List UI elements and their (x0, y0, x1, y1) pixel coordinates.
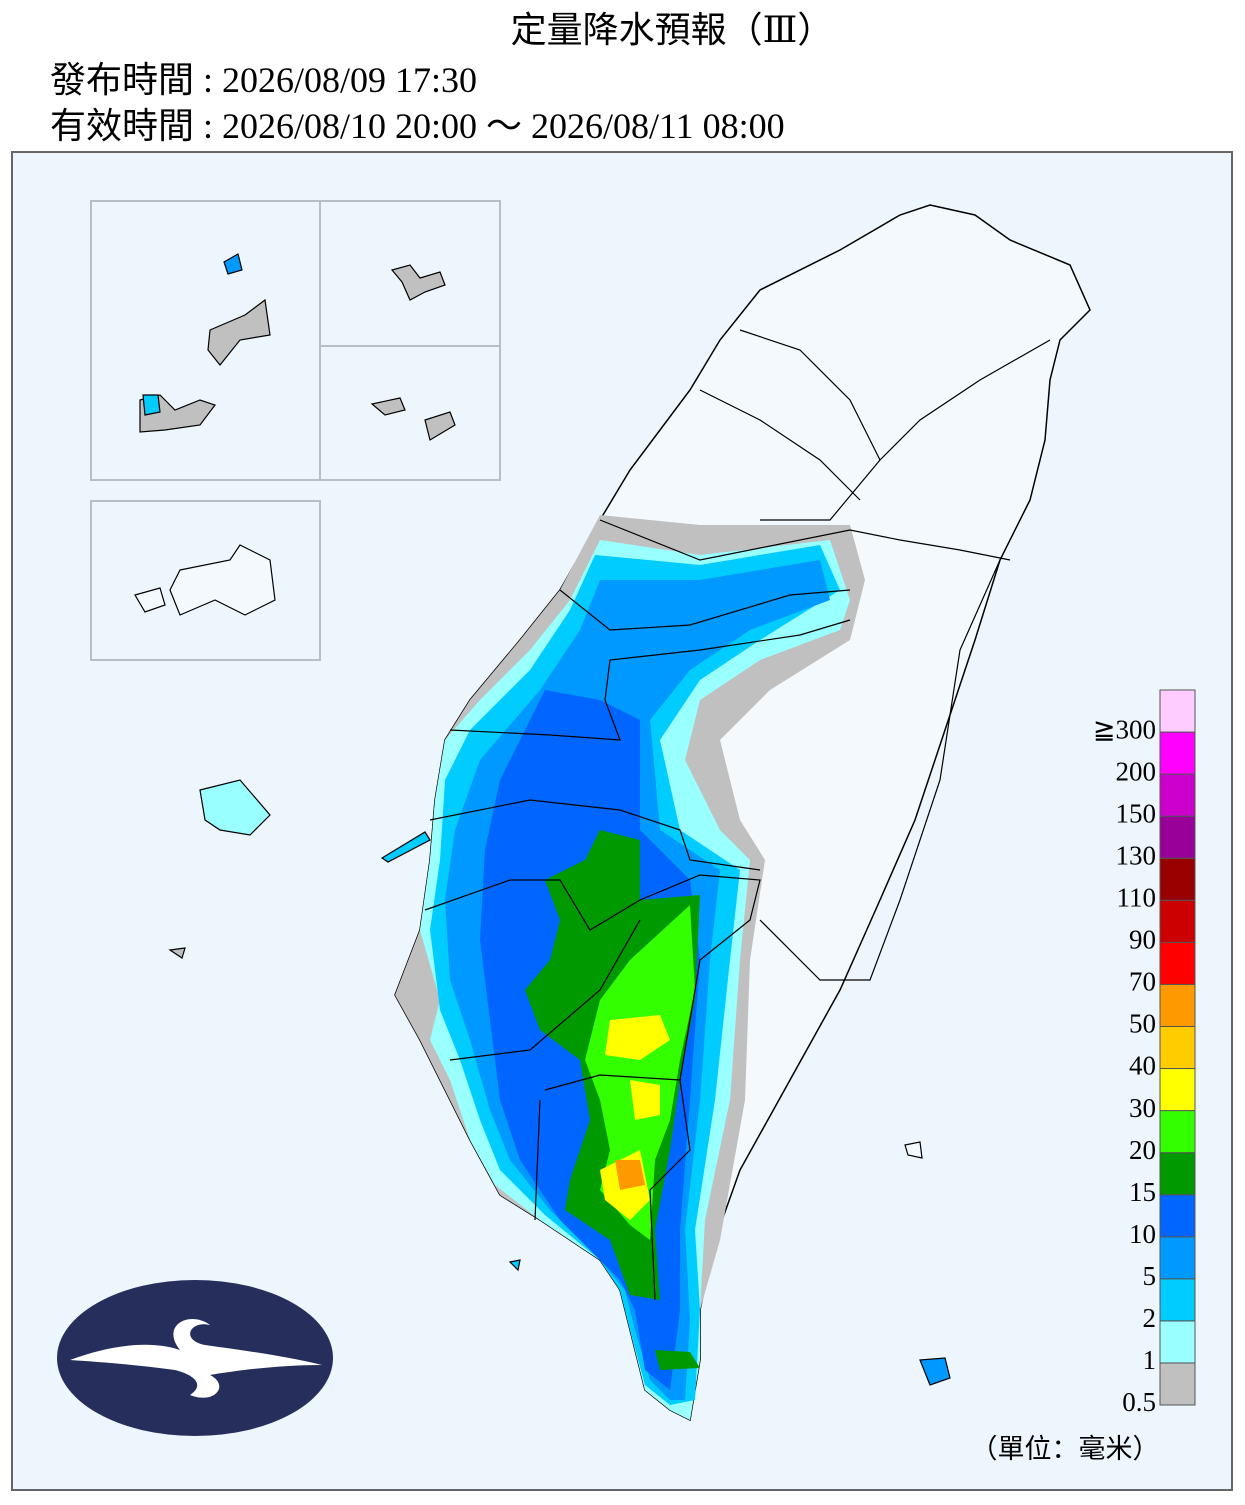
legend-swatch (1159, 731, 1196, 775)
legend-label: 110 (1117, 882, 1157, 912)
legend-label: 50 (1129, 1009, 1156, 1039)
legend-label: 1 (1143, 1345, 1157, 1375)
legend-swatch (1159, 1362, 1196, 1406)
title: 定量降水預報（Ⅲ） (511, 10, 834, 50)
legend-label: 200 (1116, 756, 1157, 786)
rain-areas (395, 515, 865, 1420)
legend-swatch (1159, 941, 1196, 985)
legend-swatch (1159, 857, 1196, 901)
legend-swatch (1159, 1236, 1196, 1280)
valid-time: 有效時間 : 2026/08/10 20:00 ～ 2026/08/11 08:… (50, 106, 785, 146)
legend-label: 15 (1129, 1177, 1156, 1207)
legend-swatch (1159, 983, 1196, 1027)
inset-frames (90, 200, 501, 661)
legend: 0.5 1 2 5 10 15 20 30 40 50 70 90 110 130 150 200 ≧300 (1093, 689, 1196, 1417)
legend-swatch (1159, 815, 1196, 859)
legend-swatch (1159, 1110, 1196, 1154)
legend-swatch (1159, 899, 1196, 943)
legend-swatch (1159, 1320, 1196, 1364)
legend-swatch (1159, 1068, 1196, 1112)
county-borders (424, 329, 1051, 1301)
legend-label: ≧300 (1093, 714, 1156, 744)
unit-label: （單位：毫米） (971, 1434, 1160, 1464)
legend-label: 5 (1143, 1261, 1157, 1291)
legend-label: 20 (1129, 1135, 1156, 1165)
legend-label: 130 (1116, 840, 1157, 870)
issued-time: 發布時間 : 2026/08/09 17:30 (50, 60, 477, 100)
logo (57, 1280, 333, 1436)
legend-label: 10 (1129, 1219, 1156, 1249)
legend-label: 40 (1129, 1051, 1156, 1081)
legend-label: 0.5 (1122, 1387, 1156, 1417)
legend-swatch (1159, 1152, 1196, 1196)
legend-label: 2 (1143, 1303, 1157, 1333)
outlying-islands (134, 253, 951, 1386)
legend-swatch (1159, 689, 1196, 733)
legend-label: 150 (1116, 798, 1157, 828)
legend-swatch (1159, 773, 1196, 817)
legend-label: 70 (1129, 967, 1156, 997)
legend-label: 30 (1129, 1093, 1156, 1123)
legend-swatch (1159, 1194, 1196, 1238)
legend-swatch (1159, 1278, 1196, 1322)
legend-label: 90 (1129, 925, 1156, 955)
legend-swatch (1159, 1025, 1196, 1070)
